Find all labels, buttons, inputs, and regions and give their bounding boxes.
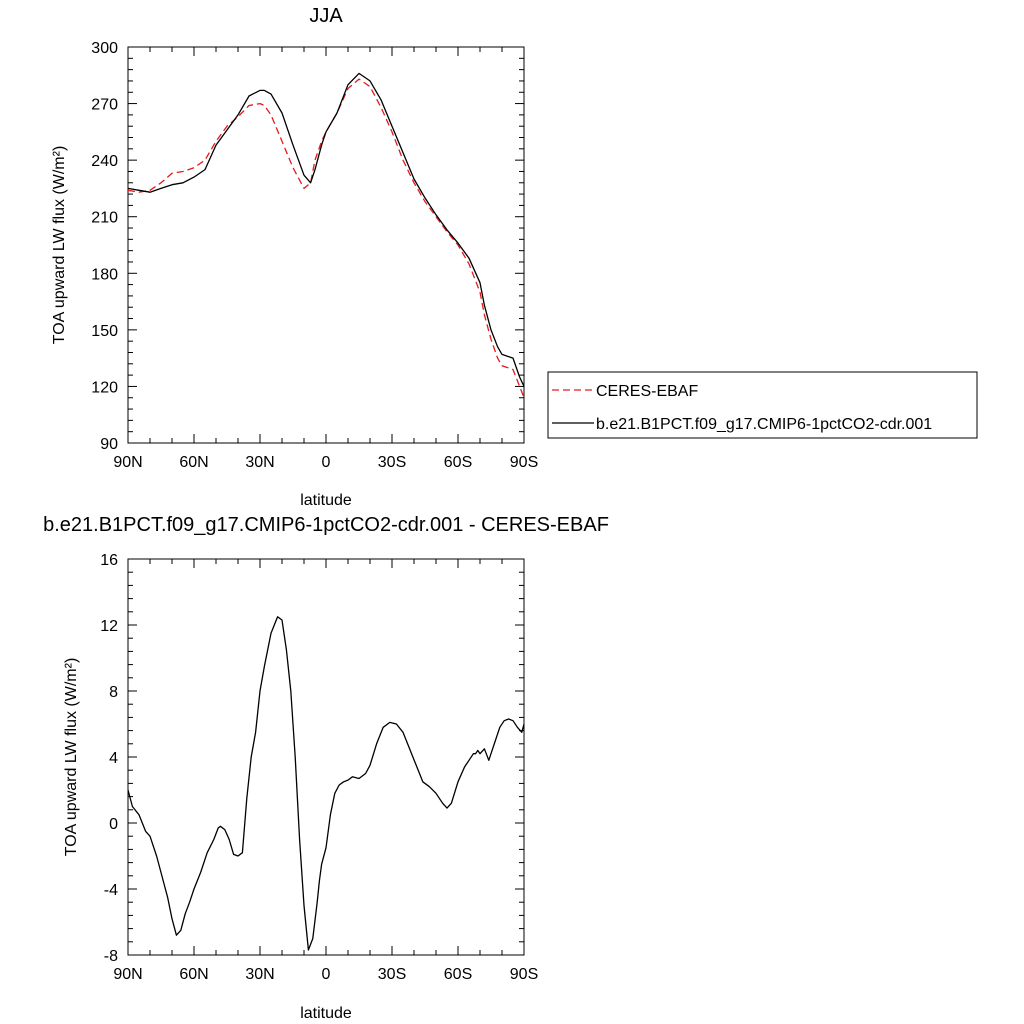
bottom-ticks: 90N 60N 30N 0 30S 60S 90S -8 -4 0 4 8 12 16 bbox=[100, 552, 538, 983]
x-tick-label: 30S bbox=[378, 966, 406, 983]
y-tick-label: 300 bbox=[91, 40, 118, 57]
x-tick-label: 30S bbox=[378, 454, 406, 471]
bottom-chart: b.e21.B1PCT.f09_g17.CMIP6-1pctCO2-cdr.00… bbox=[43, 514, 609, 1022]
legend-box bbox=[547, 371, 978, 439]
top-series bbox=[127, 72, 525, 398]
legend: CERES-EBAF b.e21.B1PCT.f09_g17.CMIP6-1pc… bbox=[547, 371, 978, 439]
x-tick-label: 60N bbox=[179, 966, 208, 983]
legend-entry-model: b.e21.B1PCT.f09_g17.CMIP6-1pctCO2-cdr.00… bbox=[596, 416, 932, 433]
x-tick-label: 90S bbox=[510, 966, 538, 983]
x-tick-label: 90N bbox=[113, 966, 142, 983]
series-line-0-0 bbox=[127, 78, 525, 398]
x-tick-label: 60N bbox=[179, 454, 208, 471]
top-ticks: 90N 60N 30N 0 30S 60S 90S 90 120 150 180 210 240 270 3… bbox=[91, 40, 538, 471]
legend-entry-ceres: CERES-EBAF bbox=[596, 383, 698, 400]
x-tick-label: 30N bbox=[245, 966, 274, 983]
x-tick-label: 90N bbox=[113, 454, 142, 471]
bottom-chart-title: b.e21.B1PCT.f09_g17.CMIP6-1pctCO2-cdr.00… bbox=[43, 514, 609, 536]
y-tick-label: 270 bbox=[91, 97, 118, 114]
y-tick-label: 120 bbox=[91, 379, 118, 396]
y-tick-label: -8 bbox=[104, 948, 118, 965]
bottom-x-axis-title: latitude bbox=[300, 1005, 352, 1022]
bottom-y-axis-title: TOA upward LW flux (W/m²) bbox=[63, 658, 80, 857]
y-tick-label: 8 bbox=[109, 684, 118, 701]
series-line-0-1 bbox=[127, 72, 525, 387]
top-chart-title: JJA bbox=[309, 5, 343, 27]
x-tick-label: 0 bbox=[322, 454, 331, 471]
x-tick-label: 30N bbox=[245, 454, 274, 471]
y-tick-label: 90 bbox=[100, 436, 118, 453]
x-tick-label: 0 bbox=[322, 966, 331, 983]
bottom-series bbox=[127, 616, 525, 951]
series-line-1-0 bbox=[127, 616, 525, 951]
top-chart: JJA 90N 60N 30N 0 30S 60S 90S 90 120 150 180 210 240… bbox=[51, 5, 538, 509]
y-tick-label: 180 bbox=[91, 266, 118, 283]
x-tick-label: 60S bbox=[444, 454, 472, 471]
x-tick-label: 90S bbox=[510, 454, 538, 471]
y-tick-label: 240 bbox=[91, 153, 118, 170]
y-tick-label: 210 bbox=[91, 210, 118, 227]
bottom-plot-frame bbox=[127, 558, 525, 956]
x-tick-label: 60S bbox=[444, 966, 472, 983]
top-x-axis-title: latitude bbox=[300, 492, 352, 509]
top-plot-frame bbox=[127, 46, 525, 444]
y-tick-label: 12 bbox=[100, 618, 118, 635]
y-tick-label: 150 bbox=[91, 323, 118, 340]
y-tick-label: 0 bbox=[109, 816, 118, 833]
top-y-axis-title: TOA upward LW flux (W/m²) bbox=[51, 146, 68, 345]
y-tick-label: 4 bbox=[109, 750, 118, 767]
y-tick-label: -4 bbox=[104, 882, 118, 899]
y-tick-label: 16 bbox=[100, 552, 118, 569]
